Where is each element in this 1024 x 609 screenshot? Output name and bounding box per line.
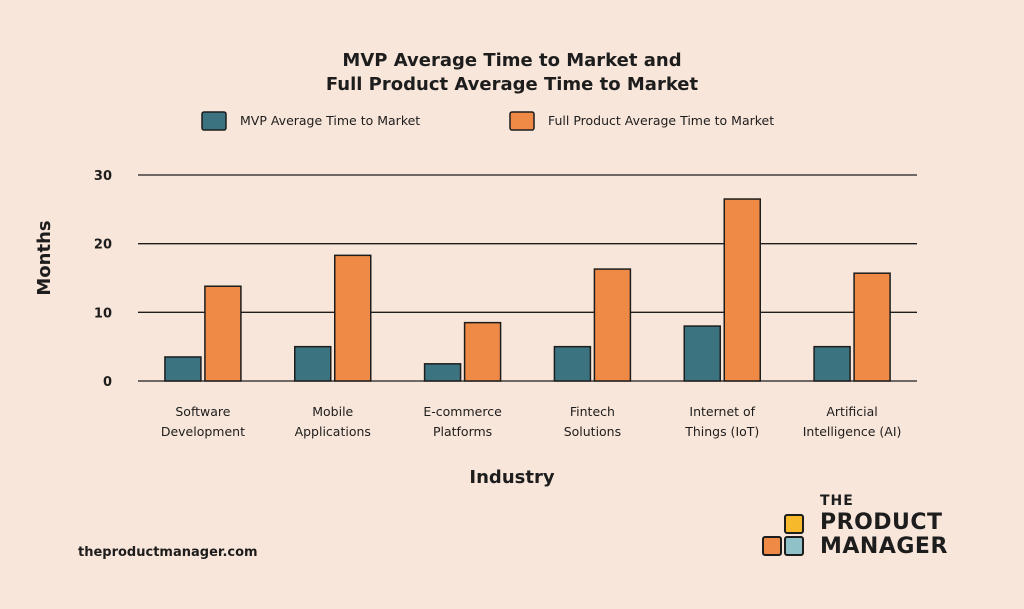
y-axis-ticks: 0 10 20 30 [94, 169, 112, 390]
legend-label: Full Product Average Time to Market [548, 113, 774, 128]
bar [463, 321, 502, 382]
logo-squares-icon [762, 514, 808, 560]
x-category-label: Artificial Intelligence (AI) [803, 404, 902, 439]
y-tick-label: 0 [103, 375, 112, 390]
logo-line-product: PRODUCT [820, 510, 943, 535]
bar [593, 268, 632, 382]
chart-title-line: MVP Average Time to Market and [342, 50, 681, 71]
bar [853, 272, 891, 382]
x-category-label: Internet of Things (IoT) [684, 404, 759, 439]
bar [683, 325, 721, 382]
legend: MVP Average Time to Market Full Product A… [201, 111, 774, 131]
bar [813, 345, 851, 382]
x-category-label: Fintech Solutions [564, 404, 621, 439]
x-category-label: E-commerce Platforms [423, 404, 502, 439]
logo-wordmark: THE PRODUCT MANAGER [820, 494, 948, 560]
y-tick-label: 10 [94, 306, 112, 321]
bar [723, 198, 761, 382]
bar [334, 254, 372, 382]
x-axis-categories: Software Development Mobile Applications E-c… [161, 404, 902, 439]
bars [164, 198, 891, 382]
chart-title-line: Full Product Average Time to Market [326, 74, 699, 95]
legend-swatch [201, 111, 227, 131]
y-axis-label: Months [34, 220, 55, 295]
legend-swatch [509, 111, 535, 131]
gridlines [138, 174, 917, 382]
bar [164, 356, 202, 382]
x-category-label: Mobile Applications [295, 404, 371, 439]
chart-title: MVP Average Time to Market and Full Produ… [326, 50, 699, 95]
x-category-label: Software Development [161, 404, 245, 439]
bar [294, 345, 332, 382]
legend-label: MVP Average Time to Market [240, 113, 420, 128]
y-tick-label: 20 [94, 238, 112, 253]
bar [204, 285, 242, 382]
bar [553, 345, 592, 382]
x-axis-label: Industry [469, 467, 554, 488]
logo-line-manager: MANAGER [820, 534, 948, 559]
footer-url[interactable]: theproductmanager.com [78, 545, 258, 560]
y-tick-label: 30 [94, 169, 112, 184]
bar [423, 363, 462, 382]
brand-logo[interactable]: THE PRODUCT MANAGER [762, 494, 962, 564]
logo-line-the: THE [820, 493, 854, 509]
